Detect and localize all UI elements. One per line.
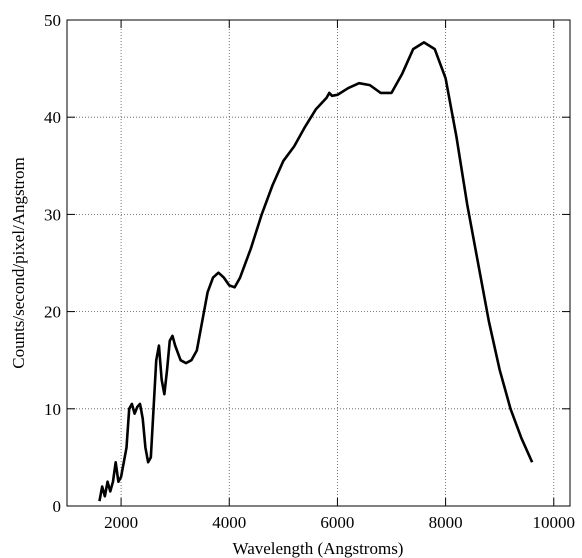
y-tick-label: 10 bbox=[44, 400, 61, 419]
y-tick-label: 30 bbox=[44, 205, 61, 224]
y-tick-label: 40 bbox=[44, 108, 61, 127]
y-axis-label: Counts/second/pixel/Angstrom bbox=[9, 157, 28, 369]
x-tick-label: 6000 bbox=[320, 513, 354, 532]
x-axis-label: Wavelength (Angstroms) bbox=[233, 539, 404, 558]
y-tick-label: 20 bbox=[44, 303, 61, 322]
x-tick-label: 4000 bbox=[212, 513, 246, 532]
y-tick-label: 0 bbox=[53, 497, 62, 516]
data-line bbox=[98, 41, 534, 502]
x-tick-label: 8000 bbox=[429, 513, 463, 532]
y-tick-label: 50 bbox=[44, 11, 61, 30]
x-tick-label: 10000 bbox=[533, 513, 576, 532]
plot-frame bbox=[66, 19, 571, 507]
x-tick-label: 2000 bbox=[104, 513, 138, 532]
